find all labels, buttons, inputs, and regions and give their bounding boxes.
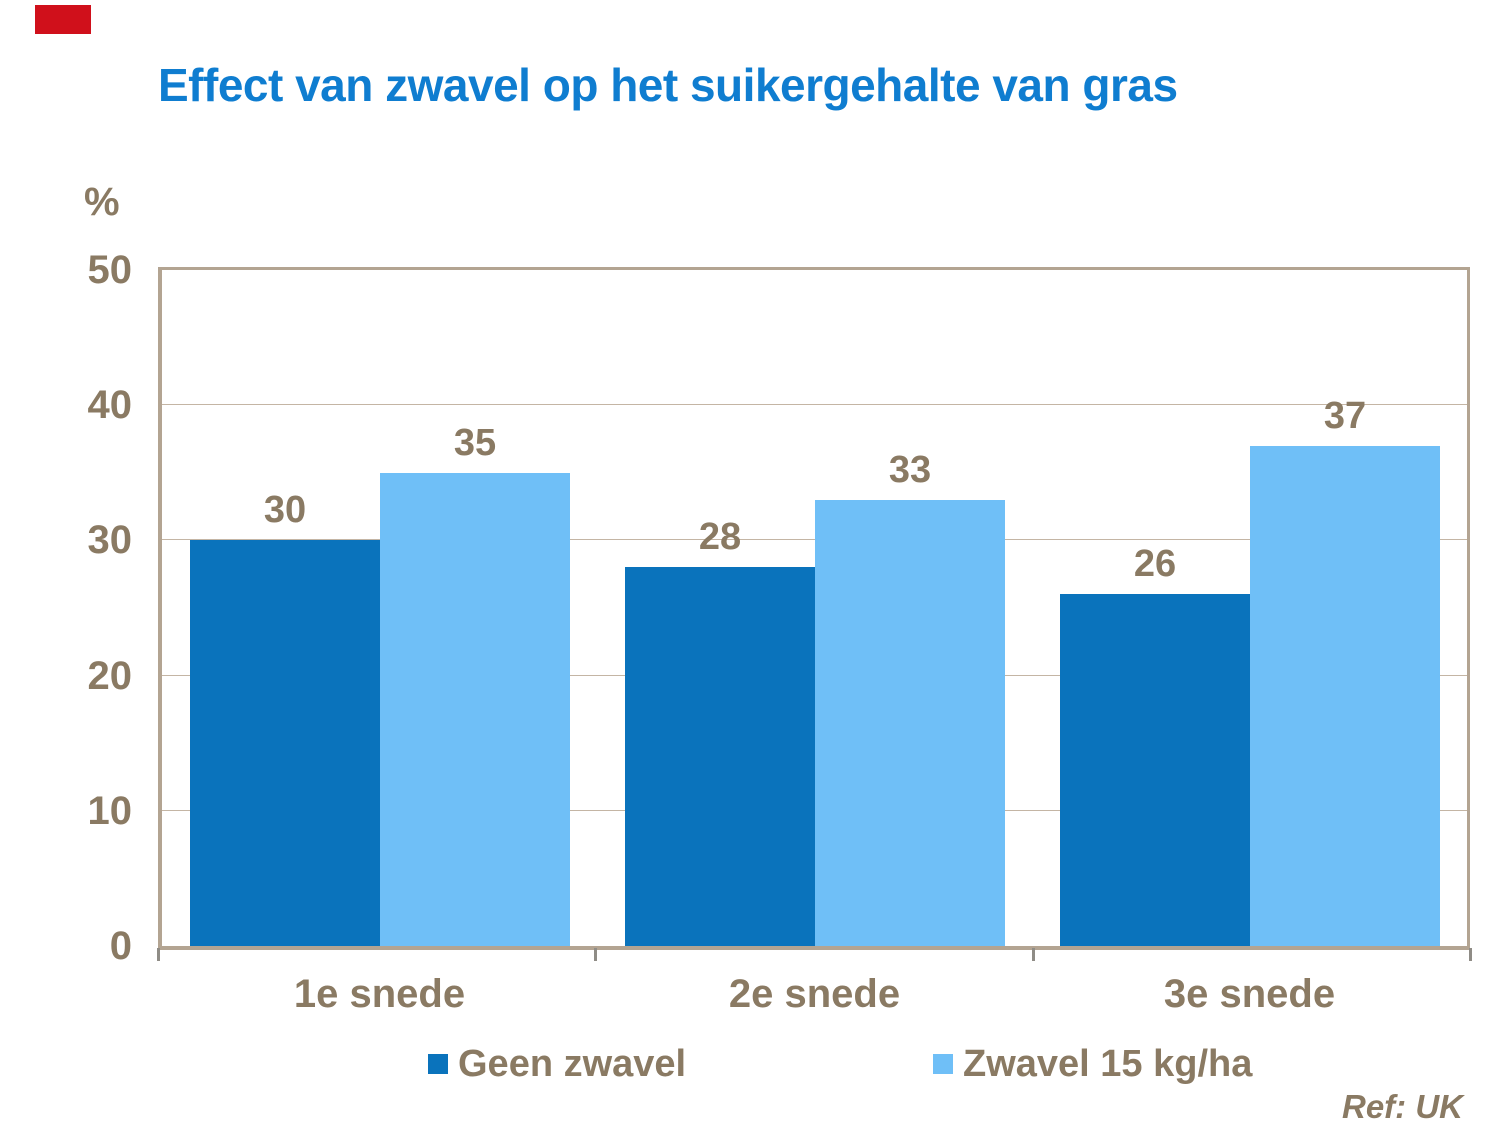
data-label-zwavel-15-kg-ha-1e-snede: 35 (453, 422, 497, 464)
bar-geen-zwavel-3e-snede (1060, 594, 1250, 946)
data-label-zwavel-15-kg-ha-2e-snede: 33 (888, 449, 932, 491)
bar-geen-zwavel-2e-snede (625, 567, 815, 946)
x-axis-tick-1 (594, 948, 597, 961)
x-axis-tick-2 (1032, 948, 1035, 961)
legend-item-geen-zwavel: Geen zwavel (428, 1044, 686, 1084)
y-tick-label-20: 20 (87, 654, 133, 698)
legend-label-zwavel-15-kg-ha: Zwavel 15 kg/ha (963, 1043, 1253, 1085)
red-corner-mark (35, 5, 91, 34)
y-tick-label-30: 30 (87, 518, 133, 562)
legend-item-zwavel-15-kg-ha: Zwavel 15 kg/ha (933, 1044, 1252, 1084)
y-tick-label-10: 10 (87, 789, 133, 833)
reference-note: Ref: UK (1342, 1088, 1463, 1125)
x-axis-tick-3 (1469, 948, 1472, 961)
plot-area: 30 35 28 33 26 37 (158, 267, 1470, 950)
y-tick-label-40: 40 (87, 383, 133, 427)
data-label-geen-zwavel-3e-snede: 26 (1133, 543, 1177, 585)
y-axis-unit-label: % (84, 180, 120, 224)
gridline-30 (162, 539, 1467, 540)
bar-zwavel-15-kg-ha-2e-snede (815, 500, 1005, 946)
x-category-label-3e-snede: 3e snede (1163, 972, 1336, 1016)
x-category-label-2e-snede: 2e snede (728, 972, 901, 1016)
legend-swatch-geen-zwavel (428, 1054, 448, 1074)
data-label-geen-zwavel-2e-snede: 28 (698, 516, 742, 558)
chart-title: Effect van zwavel op het suikergehalte v… (158, 59, 1178, 111)
bar-zwavel-15-kg-ha-1e-snede (380, 473, 570, 946)
x-category-label-1e-snede: 1e snede (293, 972, 466, 1016)
bar-zwavel-15-kg-ha-3e-snede (1250, 446, 1440, 946)
legend-swatch-zwavel-15-kg-ha (933, 1054, 953, 1074)
x-axis-tick-0 (157, 948, 160, 961)
gridline-40 (162, 404, 1467, 405)
data-label-geen-zwavel-1e-snede: 30 (263, 489, 307, 531)
y-tick-label-50: 50 (87, 248, 133, 292)
legend-label-geen-zwavel: Geen zwavel (458, 1043, 687, 1085)
bar-geen-zwavel-1e-snede (190, 540, 380, 946)
data-label-zwavel-15-kg-ha-3e-snede: 37 (1323, 395, 1367, 437)
y-tick-label-0: 0 (109, 924, 132, 968)
